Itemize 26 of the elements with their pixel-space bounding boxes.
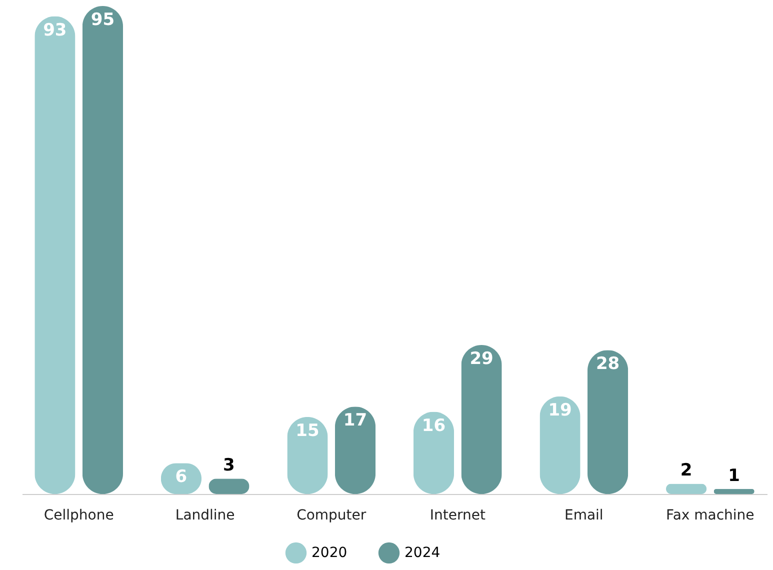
x-tick-label: Fax machine — [666, 508, 754, 524]
data-label: 93 — [43, 20, 67, 40]
data-label: 95 — [90, 10, 115, 30]
x-tick-label: Cellphone — [44, 508, 114, 524]
data-label: 1 — [728, 466, 740, 486]
data-label: 6 — [175, 467, 188, 488]
bar — [666, 484, 707, 494]
data-label: 3 — [223, 456, 235, 476]
data-label: 2 — [680, 460, 692, 481]
bar — [34, 16, 76, 494]
x-tick-label: Landline — [175, 508, 235, 524]
data-label: 17 — [343, 410, 368, 431]
bar — [461, 345, 502, 494]
x-tick-label: Computer — [296, 508, 366, 524]
x-tick-label: Internet — [430, 508, 486, 524]
bar — [714, 488, 754, 494]
x-tick-label: Email — [564, 508, 604, 524]
bar — [82, 6, 124, 494]
bar — [587, 350, 628, 494]
legend-label: 2020 — [312, 544, 348, 561]
data-label: 28 — [596, 354, 620, 374]
data-label: 29 — [470, 349, 494, 370]
data-label: 15 — [296, 420, 320, 441]
data-label: 16 — [422, 416, 446, 436]
legend-label: 2024 — [404, 544, 440, 561]
data-label: 19 — [548, 400, 572, 420]
